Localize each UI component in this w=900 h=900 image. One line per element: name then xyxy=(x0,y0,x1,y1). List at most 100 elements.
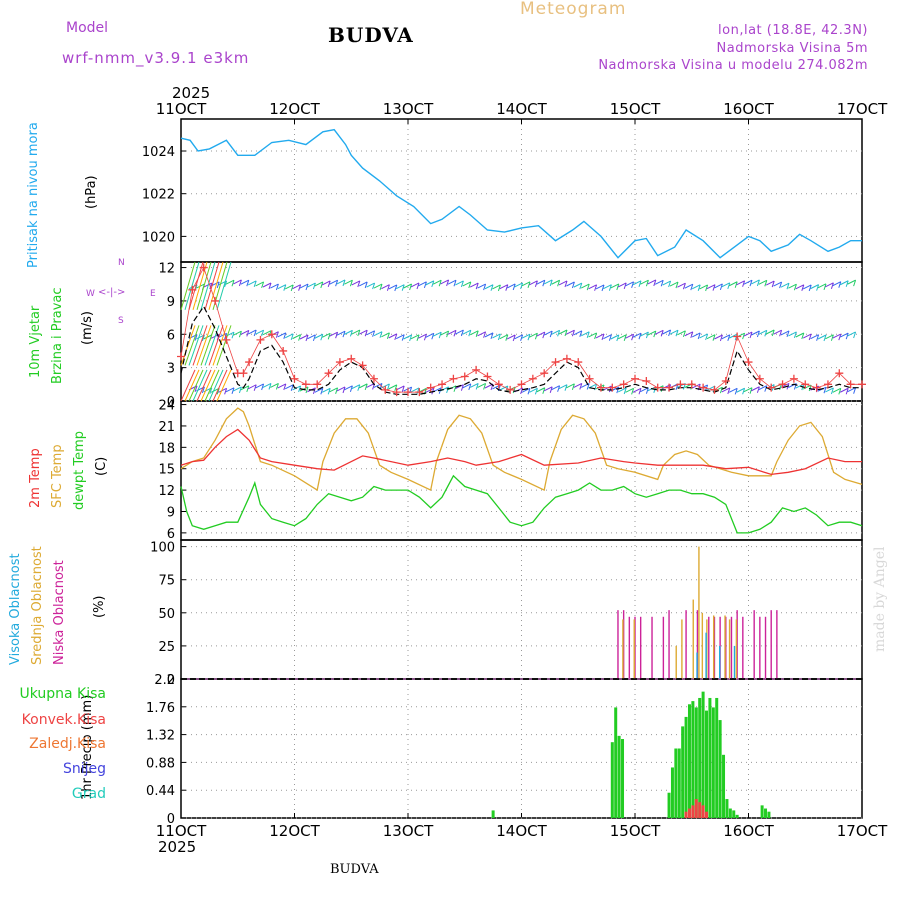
precip-legend-conv: Konvek.Kisa xyxy=(21,712,106,728)
wind-barb xyxy=(684,331,694,337)
model-name: wrf-nmm_v3.9.1 e3km xyxy=(62,49,250,67)
precip-bar xyxy=(610,742,614,818)
compass-s: S xyxy=(118,316,124,326)
wind-sector-hatch xyxy=(192,369,208,402)
wind-barb xyxy=(838,281,842,288)
wind-barb xyxy=(499,385,509,391)
precip-bar xyxy=(694,799,698,818)
wind-barb xyxy=(529,332,538,338)
wind-barb xyxy=(847,387,856,393)
wind-barb xyxy=(551,385,560,391)
dewpoint-line xyxy=(180,474,863,534)
wind-barb xyxy=(847,331,856,337)
wind-barb xyxy=(691,383,701,389)
wind-barb xyxy=(764,385,768,392)
wind-barb xyxy=(580,283,590,289)
wind-barb xyxy=(462,329,472,335)
wind-barb xyxy=(549,330,553,338)
wind-barb xyxy=(742,332,746,340)
wind-barb xyxy=(305,334,309,342)
wind-barb xyxy=(372,282,376,290)
wind-barb xyxy=(557,385,561,392)
wind-barb xyxy=(564,384,568,391)
wind-barb xyxy=(542,387,546,394)
wind-barb xyxy=(484,332,494,338)
wind-barb xyxy=(816,284,820,291)
x-tick-label-bottom: 17OCT xyxy=(837,822,888,840)
wind-barb xyxy=(469,282,479,288)
wind-barb xyxy=(780,282,790,288)
wind-barb xyxy=(699,333,708,339)
wind-barb xyxy=(201,386,205,394)
wind-barb xyxy=(839,332,849,338)
wind-sector-hatch xyxy=(216,325,232,366)
wind-barb xyxy=(299,283,309,289)
x-tick-label-top: 17OCT xyxy=(837,100,888,118)
wind-barb xyxy=(758,329,768,335)
wind-barb xyxy=(564,280,568,288)
wind-barb xyxy=(558,329,568,335)
wind-barb xyxy=(719,386,723,394)
wind-barb xyxy=(416,282,420,290)
wind-barb xyxy=(566,383,575,389)
wind-barb xyxy=(401,385,405,393)
wind-barb xyxy=(455,384,464,390)
wind-barb xyxy=(608,334,612,341)
x-tick-label-top: 15OCT xyxy=(610,100,661,118)
precip-legend-snow: Snijeg xyxy=(62,761,106,777)
y-tick-label: 100 xyxy=(150,541,175,556)
wind-barb xyxy=(616,334,620,342)
wind-barb xyxy=(773,281,782,287)
wind-barb xyxy=(514,334,523,340)
wind-barb xyxy=(327,333,331,340)
wind-barb xyxy=(335,332,339,339)
wind-barb xyxy=(632,387,642,393)
wind-barb xyxy=(290,333,294,341)
wind-barb xyxy=(816,334,820,341)
meteogram-title: Meteogram xyxy=(520,0,627,19)
wind-barb xyxy=(401,334,405,341)
wind-barb xyxy=(736,280,745,286)
wind-barb xyxy=(690,331,694,339)
wind-barb xyxy=(640,279,649,285)
wind-barb xyxy=(579,330,583,337)
wind-barb xyxy=(691,284,701,290)
wind-barb xyxy=(238,331,242,338)
compass-e: E xyxy=(150,289,156,299)
wind-barb xyxy=(645,387,649,394)
wind-barb xyxy=(714,334,723,340)
wind-barb xyxy=(505,284,509,291)
wind-barb xyxy=(529,387,538,393)
wind-barb xyxy=(247,384,257,390)
wind-barb xyxy=(329,387,338,393)
wind-barb xyxy=(534,280,538,287)
wind-barb xyxy=(623,387,627,395)
wind-barb xyxy=(631,334,635,341)
wind-barb xyxy=(381,332,390,338)
y-tick-label: 9 xyxy=(167,505,175,520)
wind-barb xyxy=(588,284,597,290)
x-tick-label-top: 12OCT xyxy=(269,100,320,118)
wind-barb xyxy=(603,334,612,340)
wind-barb xyxy=(527,281,531,288)
wind-barb xyxy=(839,280,849,286)
y-tick-label: 50 xyxy=(158,607,175,622)
wind-barb xyxy=(366,330,375,336)
wind-barb xyxy=(853,387,857,394)
wind-barb xyxy=(712,284,716,291)
wind-barb xyxy=(238,386,242,394)
precip-bar xyxy=(674,748,678,818)
wind-sector-hatch xyxy=(200,325,216,366)
wind-barb xyxy=(336,386,346,392)
wind-barb xyxy=(477,383,486,388)
wind-barb xyxy=(321,332,331,338)
precip-legend-frz: Zaledj.Kisa xyxy=(29,736,106,752)
wind-barb xyxy=(432,279,442,285)
wind-barb xyxy=(742,388,746,395)
precip-bar xyxy=(705,710,709,818)
wind-barb xyxy=(549,279,553,287)
wind-barb xyxy=(838,333,842,341)
wind-barb xyxy=(284,284,294,290)
wind-barb xyxy=(632,280,642,286)
